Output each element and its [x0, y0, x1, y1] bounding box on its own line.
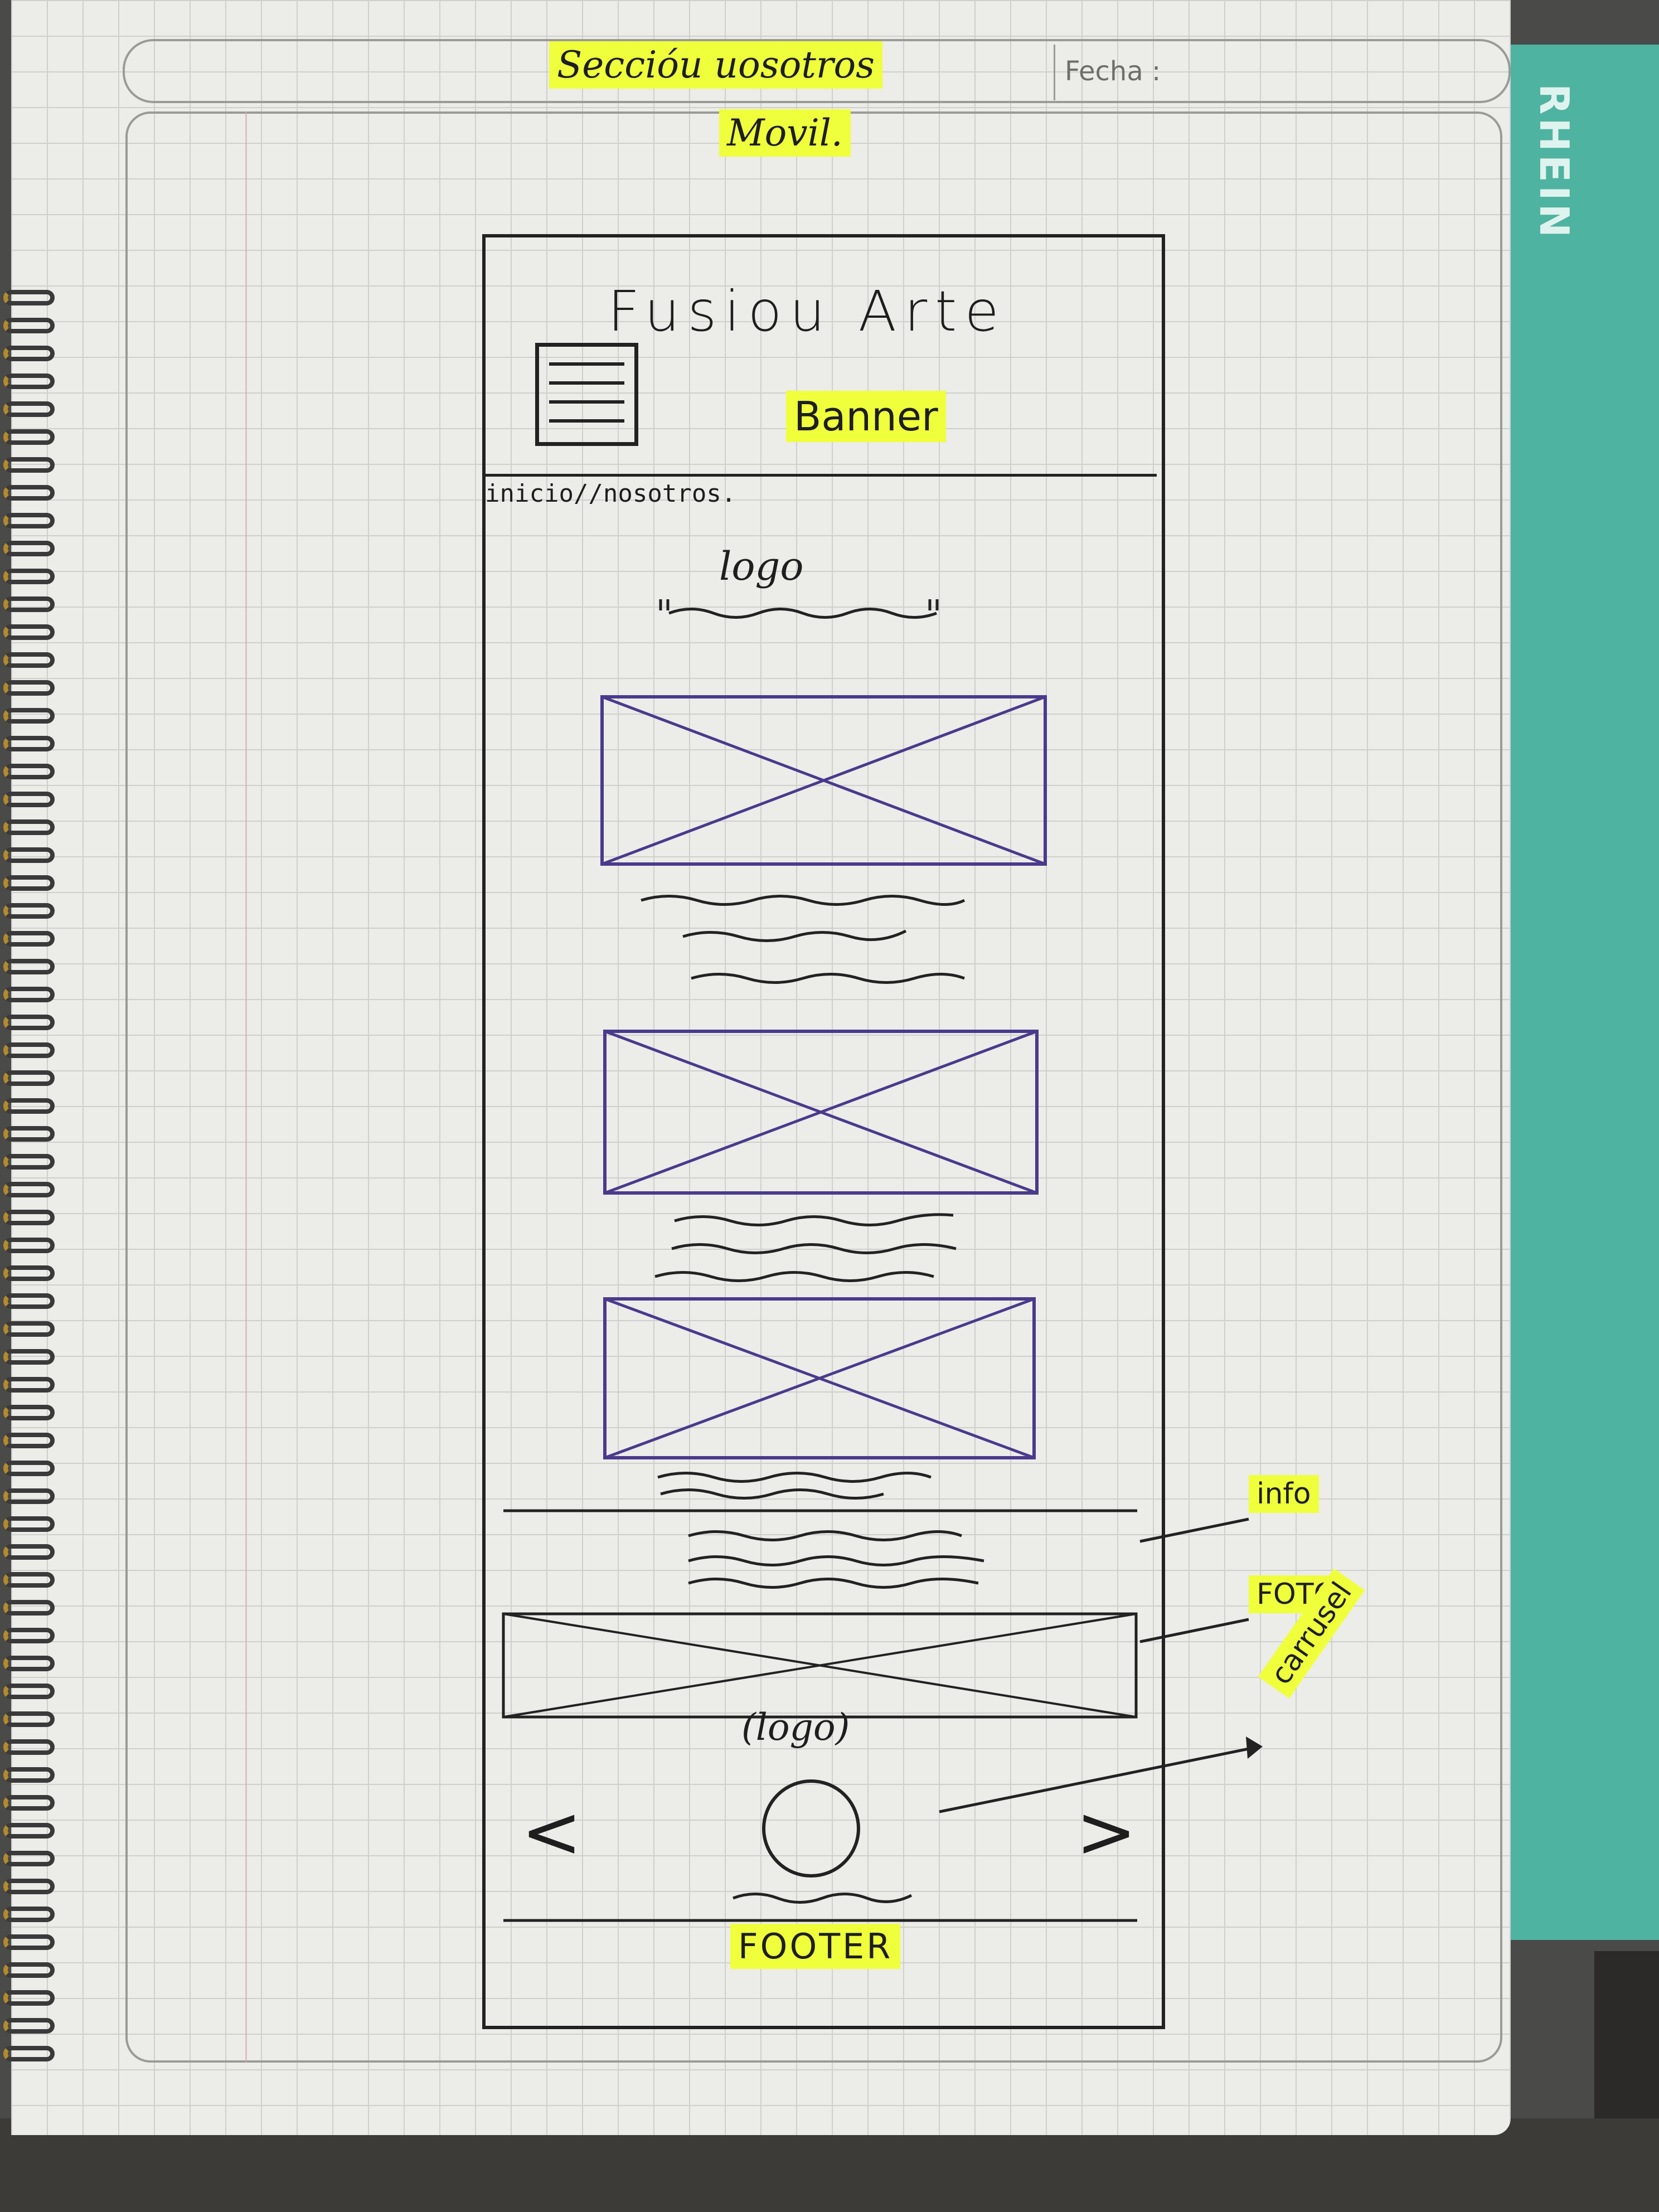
spiral-ring — [3, 1711, 55, 1727]
banner-label: Banner — [786, 391, 946, 442]
breadcrumb: inicio//nosotros. — [485, 479, 736, 508]
spiral-ring — [3, 1098, 55, 1114]
mobile-wireframe-frame — [482, 234, 1165, 2029]
spiral-ring — [3, 318, 55, 333]
spiral-ring — [3, 652, 55, 668]
header-divider — [482, 474, 1157, 477]
spiral-ring — [3, 513, 55, 528]
carousel-next-arrow-icon: > — [1076, 1789, 1137, 1874]
spiral-ring — [3, 1572, 55, 1588]
carousel-logo-label: (logo) — [741, 1706, 850, 1749]
spiral-ring — [3, 485, 55, 501]
spiral-ring — [3, 373, 55, 389]
spiral-ring — [3, 1321, 55, 1337]
spiral-ring — [3, 680, 55, 696]
spiral-ring — [3, 429, 55, 445]
notebook-brand: RHEIN — [1531, 84, 1578, 241]
spiral-ring — [3, 1238, 55, 1253]
spiral-ring — [3, 1795, 55, 1811]
logo-label: logo — [719, 544, 804, 589]
spiral-ring — [3, 1210, 55, 1225]
hamburger-menu-icon — [535, 343, 638, 446]
folder-shadow — [1594, 1951, 1659, 2118]
spiral-ring — [3, 541, 55, 556]
spiral-ring — [3, 1126, 55, 1142]
page-subtitle: Movil. — [719, 109, 851, 157]
spiral-ring — [3, 457, 55, 473]
spiral-ring — [3, 2046, 55, 2061]
spiral-ring — [3, 1990, 55, 2006]
spiral-ring — [3, 624, 55, 640]
footer-highlight: FOOTER — [730, 1924, 901, 1969]
spiral-ring — [3, 1656, 55, 1671]
page-title: Seccióu uosotros — [549, 41, 883, 89]
spiral-ring — [3, 875, 55, 891]
margin-line — [245, 111, 247, 2063]
footer-label: FOOTER — [730, 1924, 901, 1969]
subtitle-highlight: Movil. — [719, 109, 851, 157]
spiral-ring — [3, 819, 55, 835]
spiral-ring — [3, 290, 55, 305]
carousel-prev-arrow-icon: < — [521, 1789, 582, 1874]
spiral-ring — [3, 1907, 55, 1922]
spiral-ring — [3, 1182, 55, 1197]
date-divider — [1054, 45, 1055, 100]
spiral-ring — [3, 1962, 55, 1978]
spiral-ring — [3, 1042, 55, 1058]
spiral-ring — [3, 401, 55, 417]
spiral-ring — [3, 708, 55, 724]
spiral-ring — [3, 1015, 55, 1030]
spiral-ring — [3, 1823, 55, 1839]
spiral-ring — [3, 1516, 55, 1532]
spiral-ring — [3, 792, 55, 807]
spiral-ring — [3, 847, 55, 863]
spiral-ring — [3, 931, 55, 947]
spiral-ring — [3, 959, 55, 974]
spiral-ring — [3, 569, 55, 584]
spiral-ring — [3, 1265, 55, 1281]
spiral-ring — [3, 1544, 55, 1560]
spiral-ring — [3, 1628, 55, 1643]
info-highlight: info — [1249, 1475, 1319, 1513]
spiral-ring — [3, 1934, 55, 1950]
info-annotation: info — [1249, 1475, 1319, 1513]
spiral-ring — [3, 596, 55, 612]
spiral-ring — [3, 903, 55, 919]
spiral-ring — [3, 2018, 55, 2034]
spiral-ring — [3, 1879, 55, 1894]
spiral-ring — [3, 1293, 55, 1309]
spiral-binding — [0, 290, 61, 2107]
spiral-ring — [3, 1433, 55, 1448]
title-highlight: Seccióu uosotros — [549, 41, 883, 89]
date-label: Fecha : — [1065, 56, 1161, 87]
notebook-page — [11, 0, 1511, 2135]
spiral-ring — [3, 1600, 55, 1616]
spiral-ring — [3, 1461, 55, 1476]
spiral-ring — [3, 1851, 55, 1866]
spiral-ring — [3, 1154, 55, 1170]
banner-highlight: Banner — [786, 391, 946, 442]
site-brand: Fusiou Arte — [608, 279, 1007, 344]
spiral-ring — [3, 346, 55, 361]
spiral-ring — [3, 1070, 55, 1086]
spiral-ring — [3, 1684, 55, 1699]
header-box — [123, 39, 1511, 103]
spiral-ring — [3, 1739, 55, 1755]
spiral-ring — [3, 1488, 55, 1504]
spiral-ring — [3, 1767, 55, 1783]
spiral-ring — [3, 1405, 55, 1420]
spiral-ring — [3, 736, 55, 751]
spiral-ring — [3, 764, 55, 779]
spiral-ring — [3, 1349, 55, 1365]
spiral-ring — [3, 1377, 55, 1393]
spiral-ring — [3, 987, 55, 1002]
